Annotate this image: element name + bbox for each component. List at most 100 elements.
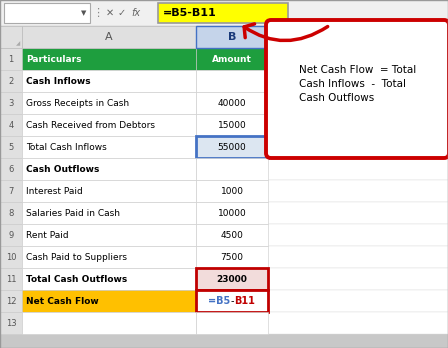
- Text: B: B: [228, 32, 236, 42]
- FancyBboxPatch shape: [196, 224, 268, 246]
- FancyBboxPatch shape: [22, 246, 196, 268]
- FancyBboxPatch shape: [268, 180, 448, 202]
- Text: 40000: 40000: [218, 98, 246, 108]
- Text: -: -: [230, 296, 234, 306]
- FancyBboxPatch shape: [22, 26, 196, 48]
- FancyBboxPatch shape: [268, 92, 448, 114]
- FancyBboxPatch shape: [0, 70, 22, 92]
- FancyBboxPatch shape: [0, 180, 22, 202]
- Text: 1000: 1000: [220, 187, 244, 196]
- Text: ✓: ✓: [118, 8, 126, 18]
- FancyBboxPatch shape: [0, 136, 22, 158]
- FancyBboxPatch shape: [196, 136, 268, 158]
- Text: =B5-B11: =B5-B11: [163, 8, 217, 18]
- Text: 4500: 4500: [220, 230, 243, 239]
- FancyBboxPatch shape: [268, 48, 448, 70]
- FancyBboxPatch shape: [196, 268, 268, 290]
- FancyBboxPatch shape: [0, 202, 22, 224]
- Text: Net Cash Flow: Net Cash Flow: [26, 296, 99, 306]
- Text: 6: 6: [9, 165, 14, 174]
- Text: 1: 1: [9, 55, 13, 63]
- FancyBboxPatch shape: [196, 114, 268, 136]
- FancyBboxPatch shape: [22, 202, 196, 224]
- Text: 13: 13: [6, 318, 16, 327]
- FancyBboxPatch shape: [0, 268, 22, 290]
- FancyBboxPatch shape: [0, 246, 22, 268]
- FancyBboxPatch shape: [0, 0, 448, 26]
- FancyBboxPatch shape: [22, 114, 196, 136]
- Text: 23000: 23000: [216, 275, 247, 284]
- FancyBboxPatch shape: [196, 48, 268, 70]
- Text: 9: 9: [9, 230, 13, 239]
- FancyBboxPatch shape: [0, 312, 22, 334]
- FancyBboxPatch shape: [268, 70, 448, 92]
- FancyBboxPatch shape: [268, 312, 448, 334]
- FancyBboxPatch shape: [0, 26, 448, 48]
- FancyBboxPatch shape: [22, 158, 196, 180]
- FancyBboxPatch shape: [196, 92, 268, 114]
- FancyArrowPatch shape: [244, 24, 327, 41]
- FancyBboxPatch shape: [268, 26, 448, 48]
- FancyBboxPatch shape: [268, 268, 448, 290]
- FancyBboxPatch shape: [22, 268, 196, 290]
- FancyBboxPatch shape: [268, 290, 448, 312]
- FancyBboxPatch shape: [268, 224, 448, 246]
- Text: ⋮: ⋮: [92, 8, 103, 18]
- Text: ◢: ◢: [16, 41, 20, 46]
- Text: A: A: [105, 32, 113, 42]
- Text: B11: B11: [234, 296, 255, 306]
- Text: 55000: 55000: [218, 142, 246, 151]
- Text: Particulars: Particulars: [26, 55, 82, 63]
- Text: Amount: Amount: [212, 55, 252, 63]
- Text: 7500: 7500: [220, 253, 244, 261]
- FancyBboxPatch shape: [0, 114, 22, 136]
- FancyBboxPatch shape: [196, 246, 268, 268]
- Text: Total Cash Outflows: Total Cash Outflows: [26, 275, 127, 284]
- FancyBboxPatch shape: [22, 290, 196, 312]
- FancyBboxPatch shape: [22, 312, 196, 334]
- FancyBboxPatch shape: [196, 70, 268, 92]
- Text: 15000: 15000: [218, 120, 246, 129]
- FancyBboxPatch shape: [268, 202, 448, 224]
- FancyBboxPatch shape: [0, 290, 22, 312]
- Text: 7: 7: [9, 187, 14, 196]
- Text: 10000: 10000: [218, 208, 246, 218]
- Text: 4: 4: [9, 120, 13, 129]
- FancyBboxPatch shape: [196, 158, 268, 180]
- FancyBboxPatch shape: [0, 48, 22, 70]
- Text: 10: 10: [6, 253, 16, 261]
- Text: ✕: ✕: [106, 8, 114, 18]
- FancyBboxPatch shape: [22, 224, 196, 246]
- FancyBboxPatch shape: [0, 26, 22, 48]
- Text: Total Cash Inflows: Total Cash Inflows: [26, 142, 107, 151]
- Text: fx: fx: [131, 8, 141, 18]
- FancyBboxPatch shape: [0, 224, 22, 246]
- FancyBboxPatch shape: [268, 158, 448, 180]
- Text: Net Cash Flow  = Total
Cash Inflows  -  Total
Cash Outflows: Net Cash Flow = Total Cash Inflows - Tot…: [299, 65, 416, 103]
- Text: Rent Paid: Rent Paid: [26, 230, 69, 239]
- Text: Interest Paid: Interest Paid: [26, 187, 83, 196]
- Text: Cash Received from Debtors: Cash Received from Debtors: [26, 120, 155, 129]
- FancyBboxPatch shape: [268, 136, 448, 158]
- FancyBboxPatch shape: [0, 92, 22, 114]
- FancyBboxPatch shape: [196, 312, 268, 334]
- Text: 12: 12: [6, 296, 16, 306]
- FancyBboxPatch shape: [268, 246, 448, 268]
- Text: 11: 11: [6, 275, 16, 284]
- FancyBboxPatch shape: [268, 114, 448, 136]
- Text: Cash Paid to Suppliers: Cash Paid to Suppliers: [26, 253, 127, 261]
- FancyBboxPatch shape: [4, 3, 90, 23]
- FancyBboxPatch shape: [0, 158, 22, 180]
- FancyBboxPatch shape: [266, 20, 448, 158]
- FancyBboxPatch shape: [22, 70, 196, 92]
- FancyBboxPatch shape: [22, 180, 196, 202]
- FancyBboxPatch shape: [158, 3, 288, 23]
- Text: 8: 8: [9, 208, 14, 218]
- Text: 5: 5: [9, 142, 13, 151]
- Text: 3: 3: [9, 98, 14, 108]
- FancyBboxPatch shape: [22, 136, 196, 158]
- FancyBboxPatch shape: [22, 92, 196, 114]
- FancyBboxPatch shape: [196, 202, 268, 224]
- Text: ▼: ▼: [82, 10, 86, 16]
- Text: =B5: =B5: [208, 296, 230, 306]
